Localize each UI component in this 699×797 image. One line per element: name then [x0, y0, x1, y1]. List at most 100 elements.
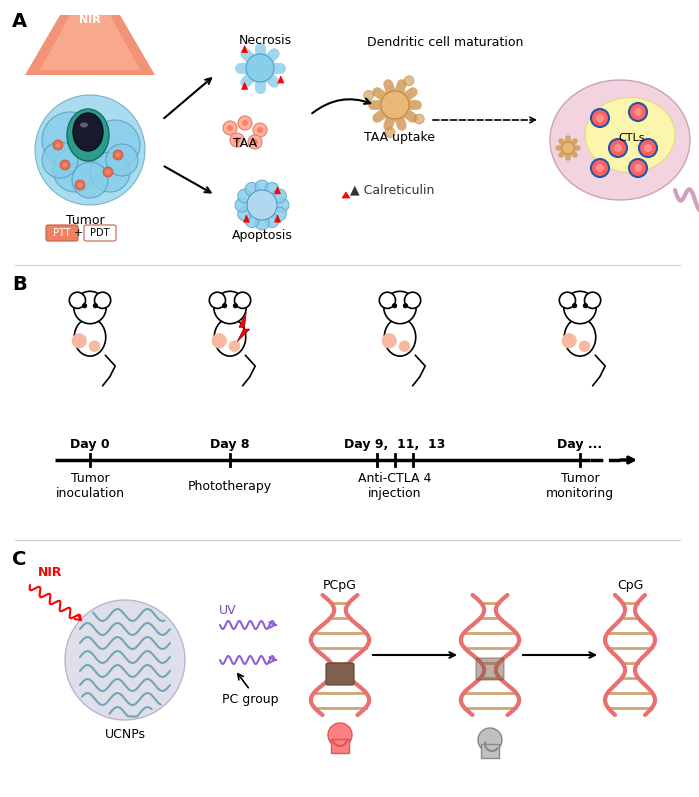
Circle shape	[255, 216, 269, 230]
Circle shape	[559, 292, 575, 308]
Text: A: A	[12, 12, 27, 31]
Text: Day 9,  11,  13: Day 9, 11, 13	[345, 438, 446, 450]
Circle shape	[583, 304, 588, 308]
Circle shape	[223, 121, 237, 135]
Polygon shape	[40, 15, 140, 70]
Circle shape	[103, 167, 113, 177]
Ellipse shape	[564, 318, 596, 356]
Circle shape	[56, 143, 60, 147]
Polygon shape	[237, 312, 250, 342]
Text: PTT: PTT	[53, 228, 71, 238]
Circle shape	[634, 164, 642, 172]
Circle shape	[584, 292, 600, 308]
Circle shape	[591, 109, 609, 127]
Ellipse shape	[73, 113, 103, 151]
Text: TAA: TAA	[233, 136, 257, 150]
Circle shape	[78, 183, 82, 187]
Circle shape	[72, 334, 87, 348]
Text: UCNPs: UCNPs	[104, 728, 145, 741]
Text: TAA uptake: TAA uptake	[364, 131, 435, 143]
FancyBboxPatch shape	[476, 658, 504, 680]
Circle shape	[69, 292, 85, 308]
Circle shape	[72, 162, 108, 198]
Circle shape	[328, 723, 352, 747]
Text: UV: UV	[219, 604, 237, 618]
Circle shape	[214, 291, 246, 324]
Text: NIR: NIR	[79, 15, 101, 25]
Circle shape	[562, 334, 577, 348]
Circle shape	[113, 150, 123, 160]
Polygon shape	[278, 76, 284, 83]
Circle shape	[399, 341, 410, 351]
Circle shape	[90, 120, 140, 170]
Circle shape	[212, 334, 226, 348]
Circle shape	[93, 304, 98, 308]
Text: Anti-CTLA 4
injection: Anti-CTLA 4 injection	[359, 472, 432, 500]
FancyBboxPatch shape	[331, 739, 350, 753]
Ellipse shape	[74, 318, 106, 356]
Circle shape	[572, 304, 577, 308]
Circle shape	[634, 108, 642, 116]
Polygon shape	[242, 45, 247, 53]
Circle shape	[106, 170, 110, 174]
Circle shape	[35, 95, 145, 205]
Text: C: C	[12, 550, 27, 569]
Polygon shape	[275, 215, 280, 222]
Circle shape	[609, 139, 627, 157]
Circle shape	[629, 103, 647, 121]
Circle shape	[273, 207, 287, 221]
Circle shape	[53, 140, 63, 150]
Circle shape	[405, 292, 421, 308]
Text: Tumor: Tumor	[66, 214, 104, 226]
Circle shape	[89, 341, 100, 351]
Circle shape	[234, 292, 251, 308]
Circle shape	[42, 112, 98, 168]
Text: PCpG: PCpG	[323, 579, 357, 591]
Text: Necrosis: Necrosis	[238, 33, 291, 46]
Text: Day 0: Day 0	[70, 438, 110, 450]
Text: Tumor
inoculation: Tumor inoculation	[55, 472, 124, 500]
Circle shape	[60, 160, 70, 170]
Circle shape	[90, 152, 130, 192]
Circle shape	[42, 142, 78, 178]
Circle shape	[579, 341, 590, 351]
Circle shape	[363, 90, 374, 100]
Circle shape	[65, 600, 185, 720]
Ellipse shape	[384, 318, 416, 356]
Text: PC group: PC group	[222, 693, 278, 706]
Text: Dendritic cell maturation: Dendritic cell maturation	[367, 36, 523, 49]
FancyBboxPatch shape	[84, 225, 116, 241]
Circle shape	[234, 137, 240, 143]
Circle shape	[106, 144, 138, 176]
Circle shape	[562, 142, 574, 154]
Circle shape	[74, 291, 106, 324]
Circle shape	[644, 144, 652, 152]
FancyBboxPatch shape	[326, 663, 354, 685]
Polygon shape	[243, 215, 250, 222]
Circle shape	[273, 189, 287, 203]
Circle shape	[596, 114, 604, 122]
Ellipse shape	[80, 123, 88, 128]
Circle shape	[614, 144, 622, 152]
Circle shape	[478, 728, 502, 752]
Circle shape	[564, 291, 596, 324]
Circle shape	[227, 125, 233, 131]
Text: PDT: PDT	[90, 228, 110, 238]
Circle shape	[392, 304, 397, 308]
Circle shape	[265, 183, 279, 196]
Circle shape	[253, 123, 267, 137]
Polygon shape	[242, 82, 247, 89]
Ellipse shape	[67, 109, 109, 161]
Circle shape	[229, 341, 240, 351]
Circle shape	[116, 153, 120, 157]
FancyBboxPatch shape	[46, 225, 78, 241]
Text: Day 8: Day 8	[210, 438, 250, 450]
Polygon shape	[342, 192, 350, 198]
Circle shape	[75, 180, 85, 190]
Text: CpG: CpG	[617, 579, 643, 591]
Ellipse shape	[585, 97, 675, 172]
Polygon shape	[25, 15, 155, 75]
Circle shape	[381, 91, 409, 119]
Text: CTLs: CTLs	[619, 133, 645, 143]
Circle shape	[596, 164, 604, 172]
